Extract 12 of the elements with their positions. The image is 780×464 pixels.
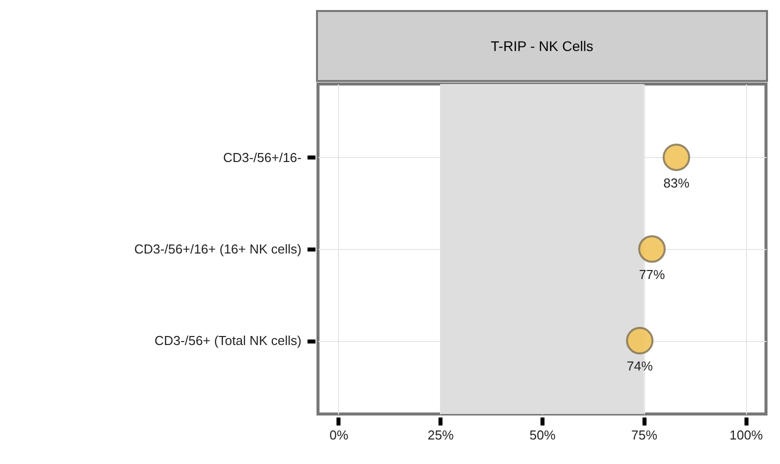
data-label: 83% — [663, 175, 690, 190]
x-tick-label: 0% — [329, 428, 349, 442]
x-tick-label: 25% — [428, 428, 454, 442]
chart-title: T-RIP - NK Cells — [316, 10, 768, 82]
x-tick-label: 50% — [529, 428, 556, 442]
data-label: 77% — [638, 267, 666, 282]
x-tick-label: 100% — [730, 428, 764, 442]
y-tick-label: CD3-/56+/16+ (16+ NK cells) — [134, 242, 302, 256]
y-tick-label: CD3-/56+/16- — [223, 150, 302, 165]
y-tick-label: CD3-/56+ (Total NK cells) — [154, 333, 302, 348]
data-label: 74% — [626, 358, 654, 374]
x-tick-label: 75% — [631, 428, 658, 442]
